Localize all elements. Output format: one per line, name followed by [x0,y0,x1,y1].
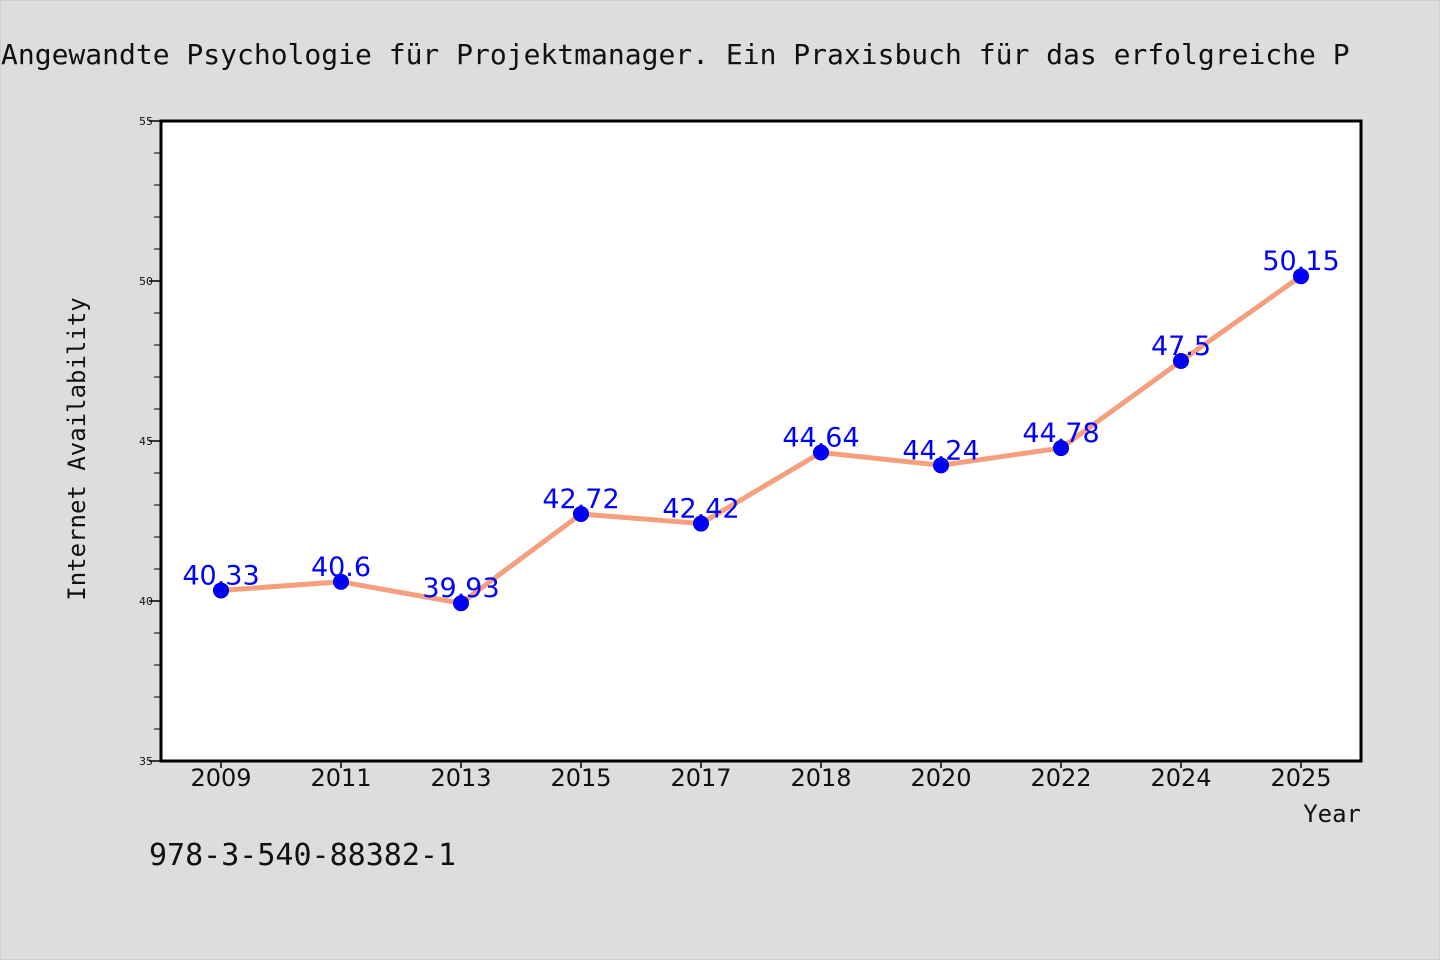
data-point [573,505,589,522]
data-point [213,582,229,599]
y-major-ticks: 35 40 45 50 55 [139,115,161,768]
data-point [453,595,469,612]
x-axis-label: Year [1303,800,1361,828]
data-label: 44.24 [902,435,979,466]
data-label: 40.33 [182,560,259,591]
chart-title: Angewandte Psychologie für Projektmanage… [1,38,1350,71]
data-point [1053,440,1069,457]
data-point [333,573,349,590]
y-tick-label: 55 [139,115,153,128]
data-label: 42.42 [662,494,739,525]
data-point [933,457,949,474]
y-tick-label: 45 [139,435,153,448]
y-tick-label: 35 [139,755,153,768]
x-tick-label: 2018 [790,764,851,792]
data-label: 40.6 [311,552,371,583]
data-label: 47.5 [1151,331,1211,362]
x-tick-label: 2011 [310,764,371,792]
x-tick-label: 2015 [550,764,611,792]
isbn-text: 978-3-540-88382-1 [149,838,456,873]
data-label: 50.15 [1262,246,1339,277]
plot-background [161,121,1361,761]
x-tick-label: 2024 [1150,764,1211,792]
y-tick-label: 40 [139,595,153,608]
y-tick-label: 50 [139,275,153,288]
data-point [1293,268,1309,285]
series-line [218,273,1304,606]
x-tick-label: 2013 [430,764,491,792]
x-tick-label: 2020 [910,764,971,792]
x-tick-label: 2017 [670,764,731,792]
x-tick-label: 2022 [1030,764,1091,792]
data-label: 44.64 [782,423,859,454]
x-tick-label: 2009 [190,764,251,792]
data-point [693,515,709,532]
data-point [1173,353,1189,369]
y-axis-label: Internet Availability [63,297,91,600]
x-tick-label: 2025 [1270,764,1331,792]
data-label: 42.72 [542,484,619,515]
x-ticks: 2009 2011 2013 2015 2017 2018 2020 2022 2024 2025 [190,761,1332,792]
data-label: 44.78 [1022,418,1099,449]
series-group: 40.33 40.6 39.93 42.72 42.42 44.64 44.24 44.78 4… [182,246,1340,612]
data-point [813,444,829,461]
data-label: 39.93 [422,573,499,604]
